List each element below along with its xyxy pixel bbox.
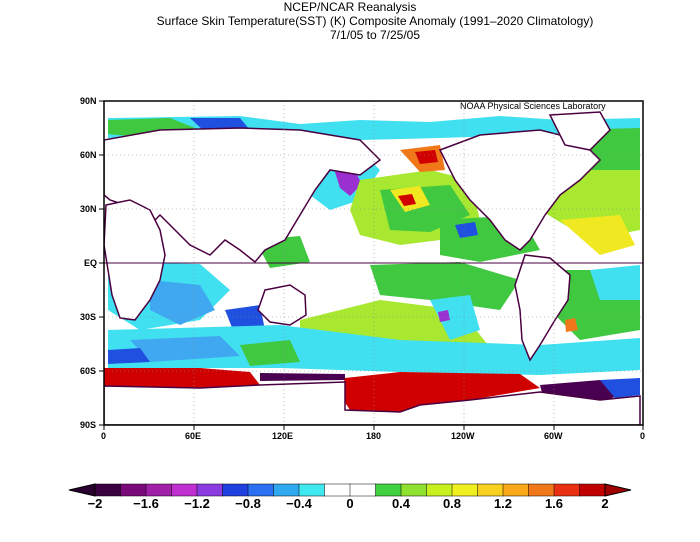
lat-label-90s: 90S [80,420,97,430]
field-blue-epac [455,222,478,238]
field-lightblue-indian [150,280,215,325]
colorbar-swatch [400,483,428,497]
colorbar-swatch [528,483,555,497]
field-red-npac [398,194,416,206]
lon-label-120w: 120W [451,431,475,441]
colorbar-swatch [349,483,377,497]
lon-label-60w: 60W [544,431,563,441]
colorbar-swatch [324,483,351,497]
field-orange-satl [565,318,578,332]
field-lightblue-southern [130,336,240,362]
colorbar-label: 0.4 [391,496,411,511]
field-blue-southern [108,348,150,364]
colorbar-swatch [579,483,606,497]
colorbar-swatch [171,483,198,497]
colorbar-swatch [477,483,504,497]
lon-label-0: 0 [101,431,107,441]
lat-label-60s: 60S [80,366,97,376]
field-cyan-satl [590,265,640,300]
field-yellow-n-atlantic [560,215,635,255]
lat-label-90n: 90N [80,96,97,106]
field-blue-weddell [600,378,640,398]
caption-line-2: 7/1/05 to 7/25/05 [329,28,421,42]
colorbar-label: −1.2 [184,496,210,511]
south-america-outline [514,254,571,362]
colorbar-label: 1.2 [493,496,513,511]
caption-line-1: Surface Skin Temperature(SST) (K) Compos… [156,14,594,28]
colorbar-arrow-right [604,483,632,497]
lat-label-eq: EQ [84,258,98,268]
australia-outline [257,284,307,326]
lon-label-180: 180 [366,431,382,441]
colorbar-swatch [426,483,453,497]
colorbar-swatch [298,483,326,497]
greenland-outline [548,111,611,151]
colorbar-label: 0 [346,496,354,511]
africa-outline [104,199,166,321]
lat-label-30s: 30S [80,312,97,322]
credit-label: NOAA Physical Sciences Laboratory [460,101,606,111]
colorbar-swatch [222,483,249,497]
colorbar-label: 0.8 [442,496,462,511]
colorbar-swatch [247,483,275,497]
colorbar-swatch [375,483,402,497]
colorbar-label: 1.6 [544,496,564,511]
colorbar-swatch [553,483,581,497]
field-purple-spac [438,310,450,322]
colorbar [68,483,632,497]
lon-label-0-east: 0 [640,431,646,441]
lat-label-60n: 60N [80,150,97,160]
field-green-spac [370,262,520,310]
field-green-s-indian [240,340,300,366]
colorbar-label: −1.6 [133,496,159,511]
map-title: NCEP/NCAR Reanalysis [283,0,417,14]
lat-label-30n: 30N [80,204,97,214]
north-america-outline [438,129,602,251]
field-red-bering [415,150,438,164]
continent-outlines [104,111,641,425]
field-red-antarctic-ross [340,372,540,412]
colorbar-label: 2 [601,496,609,511]
field-red-antarctic-w [104,368,260,388]
colorbar-label: −0.8 [235,496,261,511]
colorbar-arrow-left [68,483,96,497]
lon-label-120e: 120E [272,431,294,441]
colorbar-swatch [273,483,300,497]
colorbar-swatch [94,483,122,497]
axis-ticks [99,100,644,430]
colorbar-swatch [120,483,147,497]
antarctica-outline [104,381,641,425]
colorbar-swatch [196,483,224,497]
colorbar-swatch [451,483,479,497]
colorbar-label: −2 [87,496,103,511]
field-darkpurple-antarctic [260,373,345,381]
field-cyan-spac [430,295,480,340]
colorbar-label: −0.4 [286,496,312,511]
lon-label-60e: 60E [185,431,202,441]
colorbar-swatch [502,483,530,497]
colorbar-swatch [145,483,173,497]
